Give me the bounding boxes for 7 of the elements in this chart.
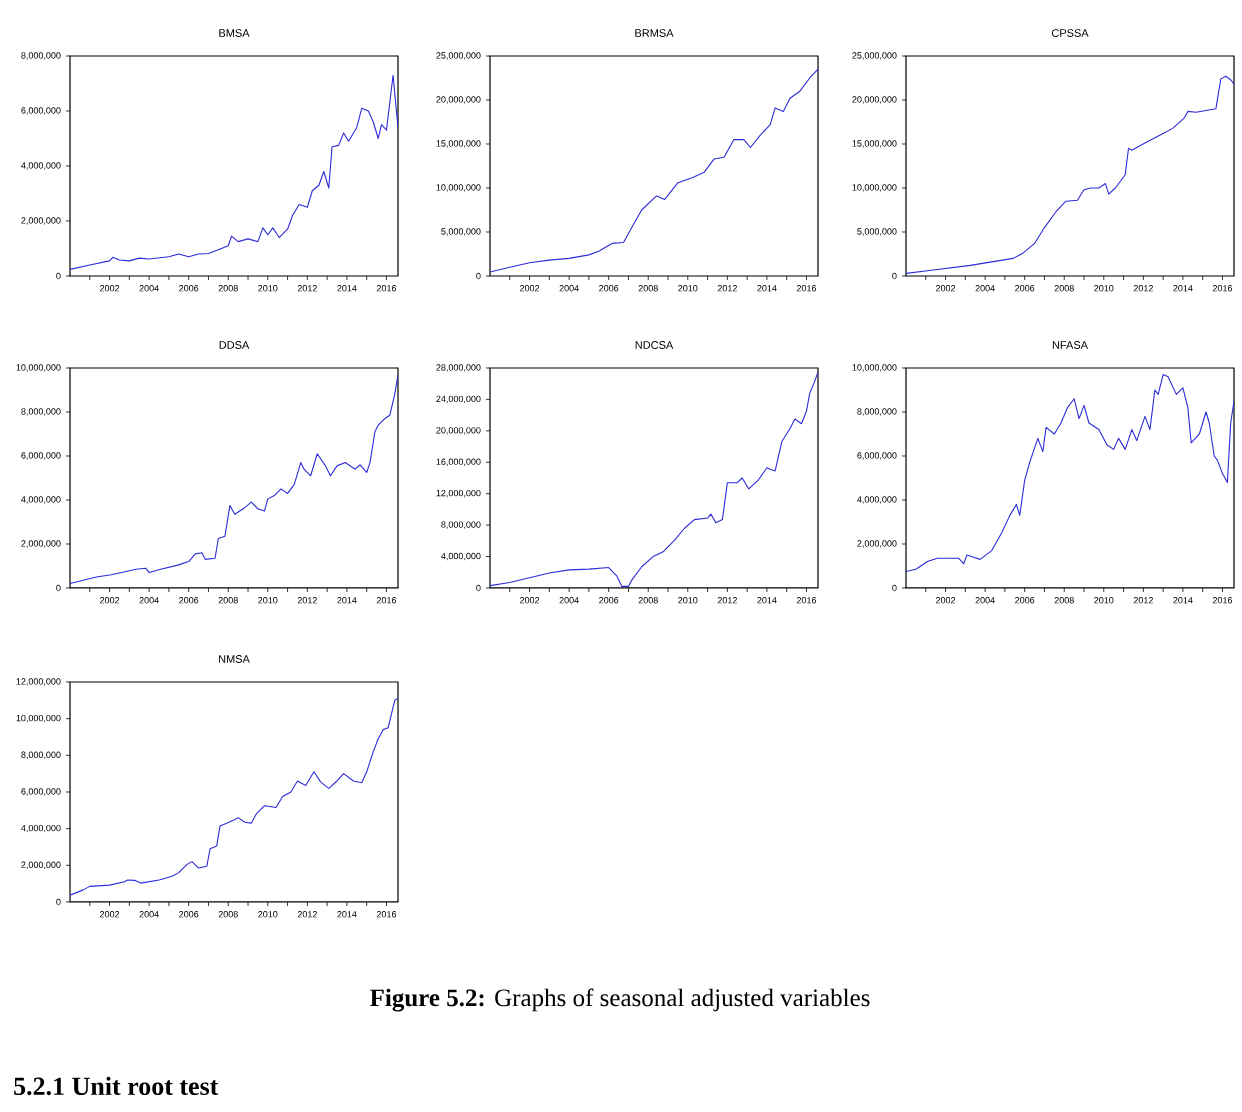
line-series (70, 74, 399, 270)
text: Figure 5.2: Graphs of seasonal adjusted variables (370, 988, 870, 1012)
line-series (490, 371, 818, 587)
text: 5.2.1 Unit root test (14, 1076, 219, 1096)
line-series (70, 697, 399, 896)
line-series (70, 374, 399, 585)
line-series (490, 68, 818, 273)
